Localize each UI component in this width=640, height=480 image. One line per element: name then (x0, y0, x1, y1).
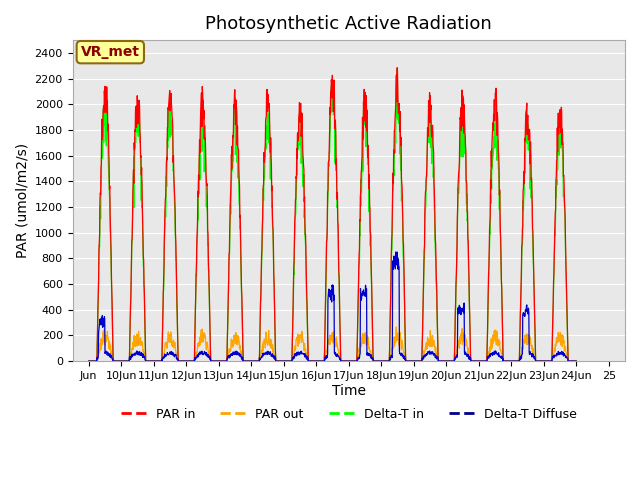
Text: VR_met: VR_met (81, 45, 140, 59)
Title: Photosynthetic Active Radiation: Photosynthetic Active Radiation (205, 15, 492, 33)
X-axis label: Time: Time (332, 384, 366, 397)
Legend: PAR in, PAR out, Delta-T in, Delta-T Diffuse: PAR in, PAR out, Delta-T in, Delta-T Dif… (116, 403, 582, 425)
Y-axis label: PAR (umol/m2/s): PAR (umol/m2/s) (15, 143, 29, 258)
